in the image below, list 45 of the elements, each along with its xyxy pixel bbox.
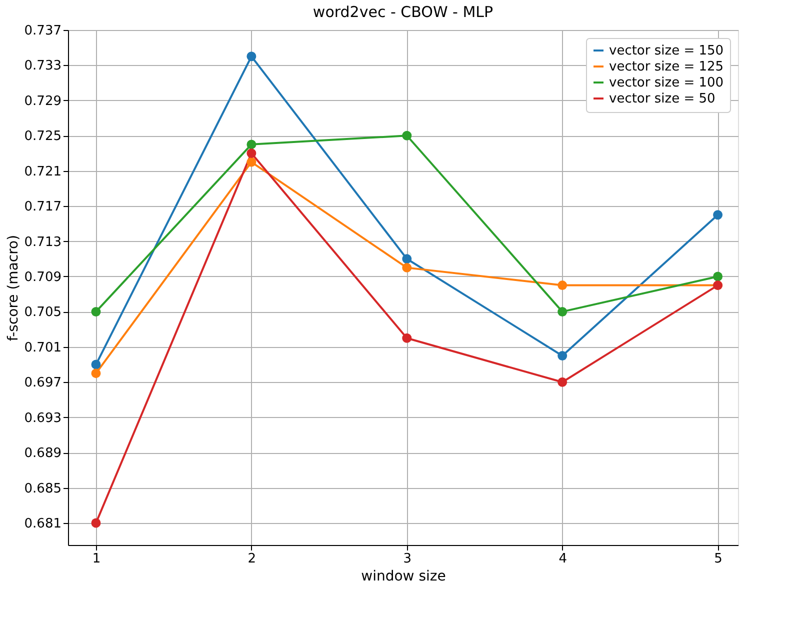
y-tick-label: 0.681 [24, 516, 62, 532]
y-tick-label: 0.737 [24, 24, 62, 38]
x-tick-label: 5 [714, 552, 722, 566]
x-tick-label: 4 [558, 552, 567, 566]
y-tick-label: 0.713 [24, 234, 62, 250]
point [558, 350, 568, 360]
x-tick-label: 1 [92, 552, 101, 566]
point [558, 377, 568, 387]
y-tick-label: 0.709 [24, 270, 62, 285]
point [402, 333, 412, 343]
y-tick-label: 0.697 [24, 376, 62, 391]
x-axis-title: window size [361, 568, 446, 584]
x-tick-label: 3 [403, 552, 412, 566]
point [91, 518, 101, 528]
chart-title: word2vec - CBOW - MLP [312, 3, 494, 21]
y-tick-label: 0.729 [24, 94, 62, 109]
legend-label: vector size = 125 [609, 60, 724, 74]
point [558, 280, 568, 290]
point [91, 306, 101, 316]
y-tick-label: 0.689 [24, 446, 62, 462]
point [246, 148, 256, 158]
point [402, 262, 412, 272]
point [246, 140, 256, 150]
point [91, 360, 101, 370]
y-tick-label: 0.717 [24, 200, 62, 215]
y-tick-label: 0.725 [24, 129, 62, 144]
point [246, 52, 256, 62]
point [558, 306, 568, 316]
legend-label: vector size = 100 [609, 76, 724, 90]
point [246, 157, 256, 167]
y-axis-title: f-score (macro) [5, 234, 22, 342]
legend-label: vector size = 150 [609, 44, 724, 58]
point [91, 368, 101, 378]
x-tick-label: 2 [248, 552, 256, 566]
y-tick-label: 0.685 [24, 481, 62, 496]
y-tick-label: 0.733 [24, 58, 62, 74]
point [402, 254, 412, 264]
y-tick-label: 0.701 [24, 340, 62, 356]
y-tick-label: 0.693 [24, 410, 62, 426]
point [402, 130, 412, 140]
legend-label: vector size = 50 [609, 92, 716, 106]
y-tick-label: 0.721 [24, 164, 62, 180]
point [713, 272, 723, 282]
point [713, 210, 723, 220]
y-tick-label: 0.705 [24, 305, 62, 320]
